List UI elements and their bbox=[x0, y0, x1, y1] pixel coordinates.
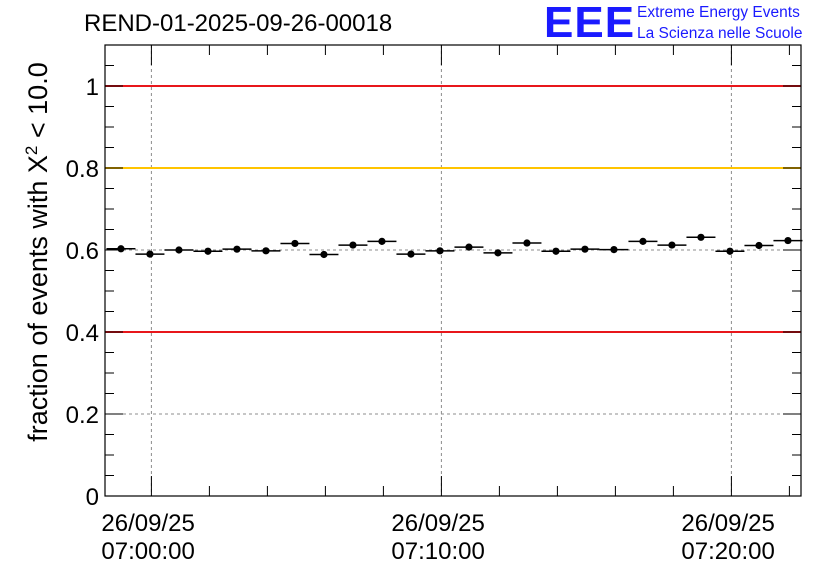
data-point-19 bbox=[668, 241, 676, 249]
y-tick-label-0: 0 bbox=[86, 484, 99, 511]
chart-title: REND-01-2025-09-26-00018 bbox=[84, 10, 393, 37]
data-point-8 bbox=[349, 241, 357, 249]
y-tick-label-5: 1 bbox=[86, 74, 99, 101]
data-point-2 bbox=[175, 246, 183, 254]
x-tick-label-0: 26/09/25 07:00:00 bbox=[101, 510, 194, 566]
y-tick-label-4: 0.8 bbox=[66, 156, 99, 183]
logo-line-2: La Scienza nelle Scuole bbox=[637, 25, 803, 42]
data-point-7 bbox=[320, 250, 328, 259]
data-point-10 bbox=[407, 250, 415, 258]
y-tick-label-3: 0.6 bbox=[66, 238, 99, 265]
x-tick-time: 07:20:00 bbox=[681, 538, 775, 565]
data-point-4 bbox=[233, 245, 241, 253]
eee-logo: EEE bbox=[544, 0, 636, 47]
data-point-23 bbox=[784, 236, 792, 245]
data-point-18 bbox=[639, 237, 647, 245]
data-point-16 bbox=[581, 245, 589, 253]
data-point-6 bbox=[291, 239, 299, 248]
y-tick-label-2: 0.4 bbox=[66, 320, 99, 347]
data-point-12 bbox=[465, 243, 473, 251]
x-tick-date: 26/09/25 bbox=[681, 510, 775, 537]
x-tick-label-2: 26/09/25 07:20:00 bbox=[681, 510, 774, 566]
x-tick-date: 26/09/25 bbox=[391, 510, 485, 537]
data-point-13 bbox=[494, 249, 502, 257]
data-point-0 bbox=[117, 245, 125, 253]
data-point-14 bbox=[523, 239, 531, 247]
data-point-5 bbox=[262, 247, 270, 255]
data-point-3 bbox=[204, 247, 212, 255]
x-tick-label-1: 26/09/25 07:10:00 bbox=[391, 510, 484, 566]
y-tick-label-1: 0.2 bbox=[66, 402, 99, 429]
data-point-21 bbox=[726, 247, 734, 255]
data-point-1 bbox=[146, 250, 154, 258]
x-tick-date: 26/09/25 bbox=[101, 510, 195, 537]
data-point-15 bbox=[552, 247, 560, 255]
data-point-11 bbox=[436, 247, 444, 255]
x-tick-time: 07:10:00 bbox=[391, 538, 485, 565]
data-point-22 bbox=[755, 241, 763, 250]
plot-frame bbox=[104, 44, 802, 497]
logo-line-1: Extreme Energy Events bbox=[637, 4, 800, 21]
data-point-17 bbox=[610, 245, 618, 254]
data-point-9 bbox=[378, 237, 386, 245]
x-tick-time: 07:00:00 bbox=[101, 538, 195, 565]
data-point-20 bbox=[697, 233, 705, 241]
